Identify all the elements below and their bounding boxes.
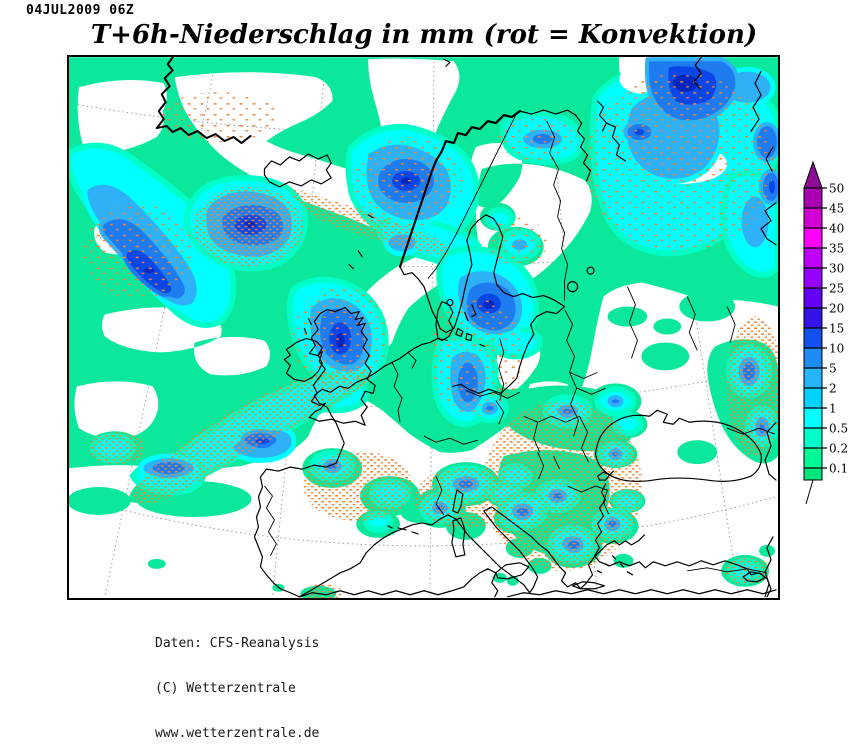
legend-cell	[803, 467, 823, 481]
legend-tick-label: 0.5	[829, 422, 848, 436]
legend-cell	[803, 447, 823, 469]
legend-cell	[803, 407, 823, 429]
legend-tick-label: 5	[829, 362, 837, 376]
legend-tick-label: 30	[829, 262, 844, 276]
legend-arrow	[803, 160, 823, 189]
legend-cell	[803, 207, 823, 229]
legend-tick-label: 10	[829, 342, 844, 356]
legend-tick-label: 40	[829, 222, 844, 236]
legend-cell	[803, 187, 823, 209]
legend-tail	[805, 479, 814, 505]
legend-tick-label: 0.1	[829, 462, 848, 476]
timestamp-label: 04JUL2009 06Z	[26, 3, 135, 18]
map-title: T+6h-Niederschlag in mm (rot = Konvektio…	[90, 20, 758, 50]
legend-cell	[803, 367, 823, 389]
legend-tick-label: 25	[829, 282, 844, 296]
weather-map-canvas	[69, 57, 778, 598]
country-borders	[264, 114, 776, 574]
legend-tick-label: 50	[829, 182, 844, 196]
legend-cell	[803, 247, 823, 269]
color-scale-legend: 50 45 40 35 30 25 20 15 10 5 2 1 0.5 0.2 0.1	[803, 160, 848, 505]
legend-cell	[803, 327, 823, 349]
legend-cell	[803, 347, 823, 369]
copyright-label: (C) Wetterzentrale	[155, 681, 296, 696]
legend-cell	[803, 427, 823, 449]
legend-tick-label: 2	[829, 382, 837, 396]
legend-cell	[803, 267, 823, 289]
legend-tick-label: 1	[829, 402, 837, 416]
coastlines	[155, 57, 777, 598]
legend-tick-label: 35	[829, 242, 844, 256]
data-source-label: Daten: CFS-Reanalysis	[155, 636, 320, 651]
map-footer: Daten: CFS-Reanalysis (C) Wetterzentrale…	[155, 606, 319, 756]
website-label: www.wetterzentrale.de	[155, 726, 320, 741]
legend-tick-label: 20	[829, 302, 844, 316]
precipitation-field	[69, 57, 778, 598]
legend-cell	[803, 287, 823, 309]
legend-cell	[803, 387, 823, 409]
legend-tick-label: 15	[829, 322, 844, 336]
weather-map	[67, 55, 780, 600]
legend-tick-label: 0.2	[829, 442, 848, 456]
legend-tick-label: 45	[829, 202, 844, 216]
legend-cell	[803, 227, 823, 249]
legend-cell	[803, 307, 823, 329]
